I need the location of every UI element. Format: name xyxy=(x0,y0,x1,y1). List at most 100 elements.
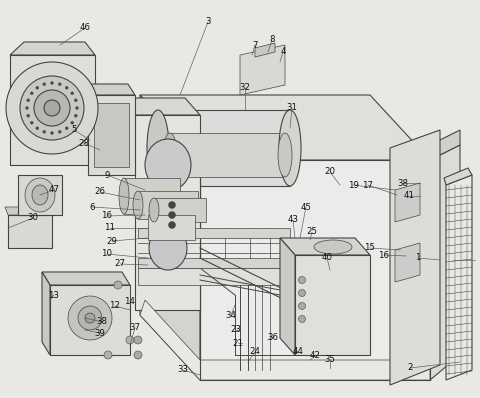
Text: 45: 45 xyxy=(300,203,312,211)
Text: 34: 34 xyxy=(226,310,237,320)
Circle shape xyxy=(43,83,46,86)
Circle shape xyxy=(299,316,305,322)
Circle shape xyxy=(50,131,53,135)
Text: 24: 24 xyxy=(250,347,261,357)
Text: 30: 30 xyxy=(27,213,38,222)
Circle shape xyxy=(6,62,98,154)
Polygon shape xyxy=(135,115,200,310)
Text: 47: 47 xyxy=(48,185,60,195)
Polygon shape xyxy=(255,43,275,57)
Polygon shape xyxy=(18,175,62,215)
Ellipse shape xyxy=(133,191,143,219)
Polygon shape xyxy=(88,95,135,175)
Text: 10: 10 xyxy=(101,250,112,258)
Polygon shape xyxy=(140,300,430,380)
Ellipse shape xyxy=(119,178,129,214)
Text: 29: 29 xyxy=(107,236,118,246)
Text: 3: 3 xyxy=(205,18,211,27)
Text: 26: 26 xyxy=(95,187,106,197)
Circle shape xyxy=(299,302,305,310)
Ellipse shape xyxy=(149,226,187,270)
Text: 2: 2 xyxy=(407,363,413,373)
Polygon shape xyxy=(446,175,472,380)
Polygon shape xyxy=(295,255,370,355)
Polygon shape xyxy=(138,258,290,268)
Circle shape xyxy=(36,86,39,89)
Text: 11: 11 xyxy=(105,224,116,232)
Text: 23: 23 xyxy=(230,326,241,334)
Polygon shape xyxy=(10,55,95,165)
Text: 1: 1 xyxy=(415,254,421,263)
Polygon shape xyxy=(280,238,370,255)
Text: 14: 14 xyxy=(124,297,135,306)
Ellipse shape xyxy=(149,198,159,222)
Polygon shape xyxy=(444,168,472,185)
Text: 38: 38 xyxy=(397,178,408,187)
Text: 35: 35 xyxy=(324,355,336,365)
Polygon shape xyxy=(200,160,430,380)
Polygon shape xyxy=(124,178,180,214)
Text: 6: 6 xyxy=(89,203,95,211)
Polygon shape xyxy=(154,198,206,222)
Circle shape xyxy=(78,306,102,330)
Text: 40: 40 xyxy=(322,254,333,263)
Polygon shape xyxy=(8,215,52,248)
Circle shape xyxy=(34,90,70,126)
Circle shape xyxy=(58,130,61,133)
Ellipse shape xyxy=(163,133,177,177)
Polygon shape xyxy=(120,98,200,115)
Text: 28: 28 xyxy=(79,139,89,148)
Text: 36: 36 xyxy=(267,332,278,341)
Text: 39: 39 xyxy=(95,328,106,338)
Circle shape xyxy=(299,289,305,297)
Polygon shape xyxy=(82,84,135,95)
Circle shape xyxy=(30,121,33,124)
Text: 16: 16 xyxy=(101,211,112,220)
Text: 27: 27 xyxy=(115,259,125,269)
Circle shape xyxy=(68,296,112,340)
Circle shape xyxy=(25,107,28,109)
Circle shape xyxy=(27,99,30,102)
Polygon shape xyxy=(395,183,420,222)
Circle shape xyxy=(104,351,112,359)
Circle shape xyxy=(168,201,176,209)
Polygon shape xyxy=(430,145,460,380)
Text: 17: 17 xyxy=(362,181,373,189)
Circle shape xyxy=(58,83,61,86)
Text: 31: 31 xyxy=(287,103,298,113)
Circle shape xyxy=(126,336,134,344)
Polygon shape xyxy=(395,243,420,282)
Circle shape xyxy=(20,76,84,140)
Polygon shape xyxy=(140,95,430,160)
Text: 16: 16 xyxy=(379,250,389,259)
Text: 12: 12 xyxy=(109,302,120,310)
Circle shape xyxy=(75,107,79,109)
Ellipse shape xyxy=(314,240,352,254)
Polygon shape xyxy=(138,268,290,285)
Polygon shape xyxy=(5,207,52,215)
Ellipse shape xyxy=(145,139,191,191)
Circle shape xyxy=(168,211,176,219)
Polygon shape xyxy=(50,285,130,355)
Ellipse shape xyxy=(278,133,292,177)
Text: 5: 5 xyxy=(71,125,77,135)
Text: 44: 44 xyxy=(292,347,303,357)
Text: 13: 13 xyxy=(48,291,60,300)
Circle shape xyxy=(36,127,39,130)
Ellipse shape xyxy=(25,178,55,212)
Ellipse shape xyxy=(147,110,169,186)
Polygon shape xyxy=(140,95,200,380)
Text: 19: 19 xyxy=(348,181,359,189)
Circle shape xyxy=(43,130,46,133)
Polygon shape xyxy=(158,110,290,186)
Text: 32: 32 xyxy=(240,84,251,92)
Text: 25: 25 xyxy=(307,228,317,236)
Circle shape xyxy=(85,313,95,323)
Circle shape xyxy=(134,351,142,359)
Circle shape xyxy=(168,222,176,228)
Circle shape xyxy=(27,114,30,117)
Polygon shape xyxy=(42,272,50,355)
Polygon shape xyxy=(390,130,440,385)
Text: 20: 20 xyxy=(324,168,336,176)
Text: 8: 8 xyxy=(269,35,275,45)
